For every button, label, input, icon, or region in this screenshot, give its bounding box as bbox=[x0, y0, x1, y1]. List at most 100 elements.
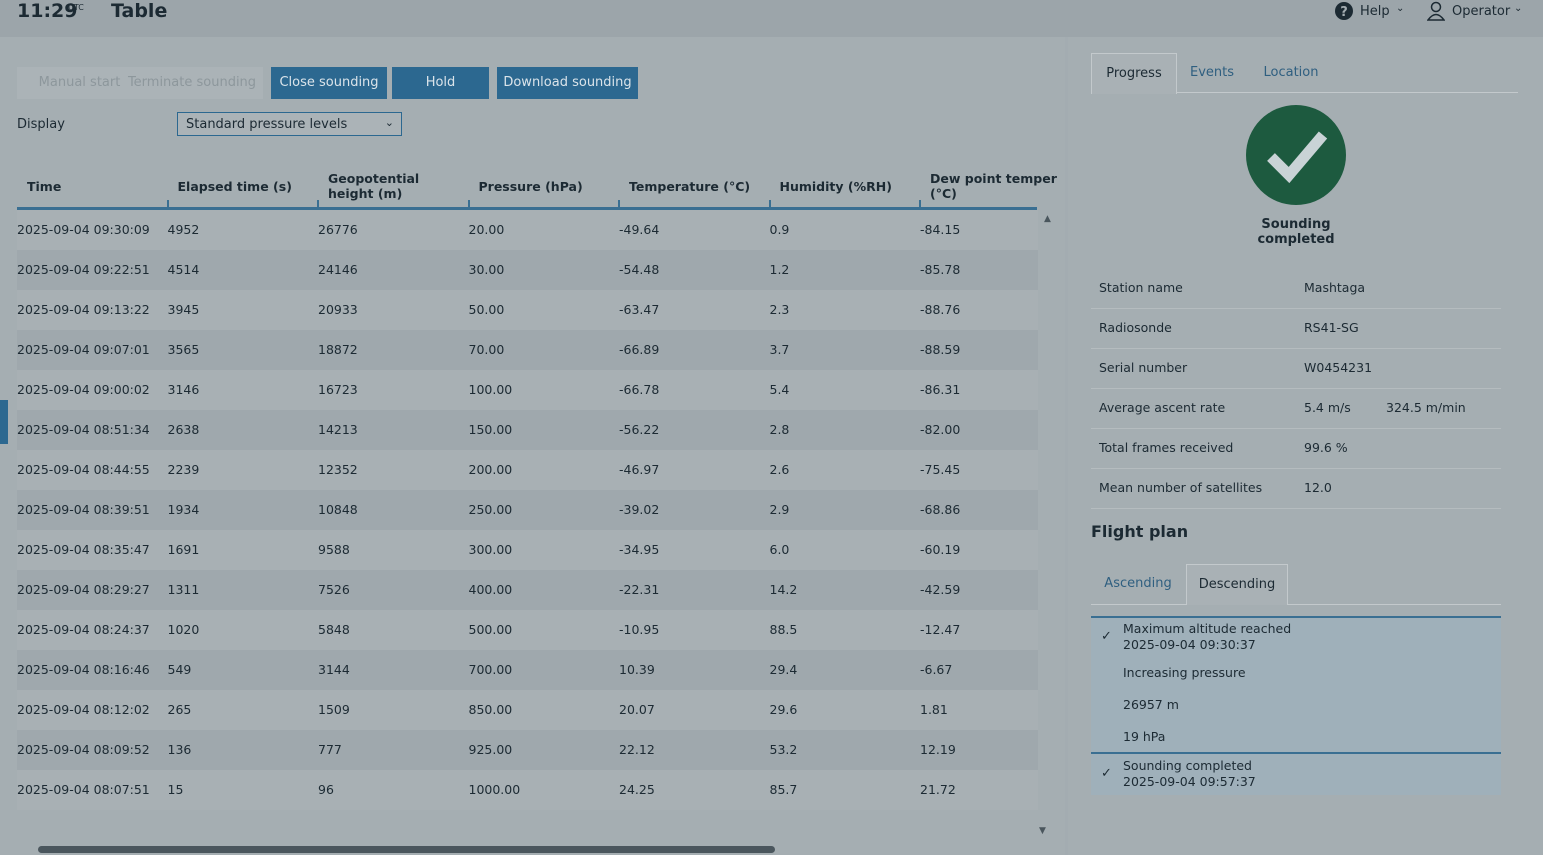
cell: 400.00 bbox=[468, 582, 513, 597]
cell: 2.9 bbox=[769, 502, 790, 517]
cell: 10.39 bbox=[619, 662, 655, 677]
table-row: 2025-09-04 08:44:55 2239 12352 200.00 -46.97… bbox=[17, 450, 1038, 490]
cell: -82.00 bbox=[920, 422, 961, 437]
column-divider bbox=[166, 200, 169, 207]
cell: 20933 bbox=[318, 302, 358, 317]
cell: 2239 bbox=[167, 462, 200, 477]
cell: -60.19 bbox=[920, 542, 961, 557]
display-select[interactable]: Standard pressure levels ⌄ bbox=[177, 112, 402, 136]
info-value: 5.4 m/s bbox=[1304, 400, 1351, 415]
collapse-handle[interactable] bbox=[0, 400, 8, 444]
chevron: ⌄ bbox=[1514, 3, 1523, 14]
cell: 1934 bbox=[167, 502, 200, 517]
chevron: ⌄ bbox=[1396, 3, 1405, 14]
cell: 22.12 bbox=[619, 742, 655, 757]
cell: 15 bbox=[167, 782, 184, 797]
cell: 2025-09-04 08:39:51 bbox=[17, 502, 150, 517]
help-icon[interactable]: ? bbox=[1334, 1, 1354, 21]
flight-tab[interactable]: Descending bbox=[1186, 564, 1288, 605]
flight-plan-title: Flight plan bbox=[1091, 522, 1189, 541]
cell: -85.78 bbox=[920, 262, 961, 277]
cell: -6.67 bbox=[920, 662, 953, 677]
cell: 300.00 bbox=[468, 542, 513, 557]
cell: 7526 bbox=[318, 582, 350, 597]
user-icon bbox=[1427, 1, 1445, 21]
cell: 88.5 bbox=[769, 622, 798, 637]
cell: 500.00 bbox=[468, 622, 513, 637]
cell: 96 bbox=[318, 782, 334, 797]
cell: 30.00 bbox=[468, 262, 505, 277]
cell: 4952 bbox=[167, 222, 200, 237]
cell: 200.00 bbox=[468, 462, 513, 477]
flight-tab[interactable]: Ascending bbox=[1104, 576, 1172, 591]
cell: -10.95 bbox=[619, 622, 660, 637]
column-header: Humidity (%RH) bbox=[779, 178, 892, 194]
button[interactable]: Terminate sounding bbox=[121, 67, 263, 99]
column-header: Geopotential height (m) bbox=[328, 171, 420, 201]
cell: -34.95 bbox=[619, 542, 660, 557]
plan-item: Sounding completed bbox=[1123, 758, 1252, 773]
cell: 2025-09-04 08:09:52 bbox=[17, 742, 150, 757]
cell: 2025-09-04 08:29:27 bbox=[17, 582, 150, 597]
column-divider bbox=[919, 200, 921, 207]
cell: 2025-09-04 09:07:01 bbox=[17, 342, 150, 357]
cell: -63.47 bbox=[619, 302, 660, 317]
info-row: Station name Mashtaga bbox=[1091, 268, 1501, 309]
cell: 85.7 bbox=[769, 782, 798, 797]
scroll-down[interactable]: ▼ bbox=[1039, 826, 1046, 836]
table-row: 2025-09-04 08:24:37 1020 5848 500.00 -10.95 8… bbox=[17, 610, 1038, 650]
h-scrollbar[interactable] bbox=[38, 846, 775, 853]
info-label: Station name bbox=[1099, 280, 1183, 295]
column-divider bbox=[467, 200, 470, 207]
tab[interactable]: Progress bbox=[1091, 53, 1177, 94]
cell: -66.89 bbox=[619, 342, 660, 357]
info-value: Mashtaga bbox=[1304, 280, 1366, 295]
plan-item: 19 hPa bbox=[1123, 729, 1166, 744]
cell: 2025-09-04 09:00:02 bbox=[17, 382, 150, 397]
cell: 12352 bbox=[318, 462, 358, 477]
tab[interactable]: Location bbox=[1263, 65, 1319, 80]
scroll-up[interactable]: ▲ bbox=[1044, 214, 1051, 224]
cell: 0.9 bbox=[769, 222, 790, 237]
help-menu[interactable]: Help bbox=[1360, 4, 1390, 19]
info-value: 324.5 m/min bbox=[1386, 400, 1466, 415]
cell: 549 bbox=[167, 662, 192, 677]
svg-text:?: ? bbox=[1340, 5, 1348, 20]
check: ✓ bbox=[1101, 629, 1112, 644]
cell: -49.64 bbox=[619, 222, 660, 237]
cell: 50.00 bbox=[468, 302, 505, 317]
cell: -39.02 bbox=[619, 502, 660, 517]
column-header: Elapsed time (s) bbox=[177, 178, 292, 194]
plan-time: 2025-09-04 09:30:37 bbox=[1123, 637, 1256, 652]
info-label: Total frames received bbox=[1099, 440, 1234, 455]
info-label: Average ascent rate bbox=[1099, 400, 1226, 415]
cell: -42.59 bbox=[920, 582, 961, 597]
table-row: 2025-09-04 09:13:22 3945 20933 50.00 -63.47 2… bbox=[17, 290, 1038, 330]
column-header: Pressure (hPa) bbox=[478, 178, 583, 194]
table-row: 2025-09-04 09:07:01 3565 18872 70.00 -66.89 3… bbox=[17, 330, 1038, 370]
table-row: 2025-09-04 08:12:02 265 1509 850.00 20.07 29.… bbox=[17, 690, 1038, 730]
cell: 3.7 bbox=[769, 342, 790, 357]
cell: 2638 bbox=[167, 422, 200, 437]
user-menu[interactable]: Operator bbox=[1452, 4, 1511, 19]
cell: -12.47 bbox=[920, 622, 961, 637]
table-row: 2025-09-04 08:16:46 549 3144 700.00 10.39 29.… bbox=[17, 650, 1038, 690]
tab[interactable]: Events bbox=[1189, 65, 1234, 80]
table-row: 2025-09-04 09:30:09 4952 26776 20.00 -49.64 0… bbox=[17, 210, 1038, 250]
cell: 777 bbox=[318, 742, 342, 757]
cell: 20.00 bbox=[468, 222, 505, 237]
plan-item: Maximum altitude reached bbox=[1123, 621, 1292, 636]
cell: 1.2 bbox=[769, 262, 790, 277]
button[interactable]: Hold bbox=[392, 67, 489, 99]
cell: -84.15 bbox=[920, 222, 961, 237]
cell: 3945 bbox=[167, 302, 200, 317]
column-divider bbox=[768, 200, 771, 207]
column-header: Dew point temper (°C) bbox=[930, 171, 1057, 201]
table-row: 2025-09-04 08:51:34 2638 14213 150.00 -56.22… bbox=[17, 410, 1038, 450]
cell: 16723 bbox=[318, 382, 358, 397]
table-header: Time Elapsed time (s) Geopotential height … bbox=[17, 165, 1057, 210]
button[interactable]: Download sounding bbox=[497, 67, 638, 99]
info-row: Mean number of satellites 12.0 bbox=[1091, 468, 1501, 509]
cell: 700.00 bbox=[468, 662, 513, 677]
button[interactable]: Close sounding bbox=[271, 67, 387, 99]
